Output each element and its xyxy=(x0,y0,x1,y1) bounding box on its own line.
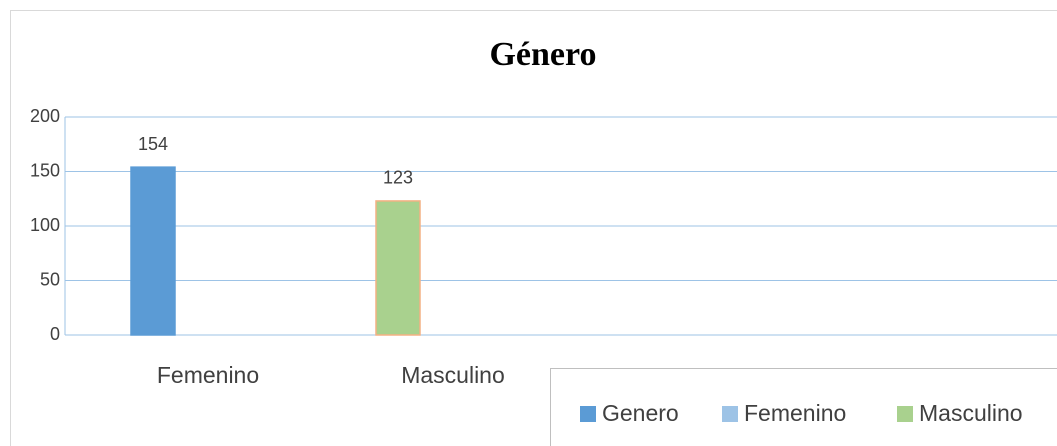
y-tick-label: 100 xyxy=(30,215,60,235)
y-tick-label: 150 xyxy=(30,160,60,180)
legend-box xyxy=(550,368,1057,446)
legend-swatch xyxy=(897,406,913,422)
bar xyxy=(130,166,176,336)
y-tick-label: 0 xyxy=(50,324,60,344)
legend-label: Femenino xyxy=(744,400,846,426)
x-tick-label: Masculino xyxy=(401,362,505,388)
legend-swatch xyxy=(580,406,596,422)
bar xyxy=(375,200,421,336)
chart-title: Género xyxy=(489,36,596,73)
legend-label: Masculino xyxy=(919,400,1023,426)
x-tick-label: Femenino xyxy=(157,362,259,388)
y-tick-label: 200 xyxy=(30,106,60,126)
data-label: 123 xyxy=(383,168,413,188)
legend-swatch xyxy=(722,406,738,422)
legend-label: Genero xyxy=(602,400,679,426)
data-label: 154 xyxy=(138,134,168,154)
y-tick-label: 50 xyxy=(40,269,60,289)
